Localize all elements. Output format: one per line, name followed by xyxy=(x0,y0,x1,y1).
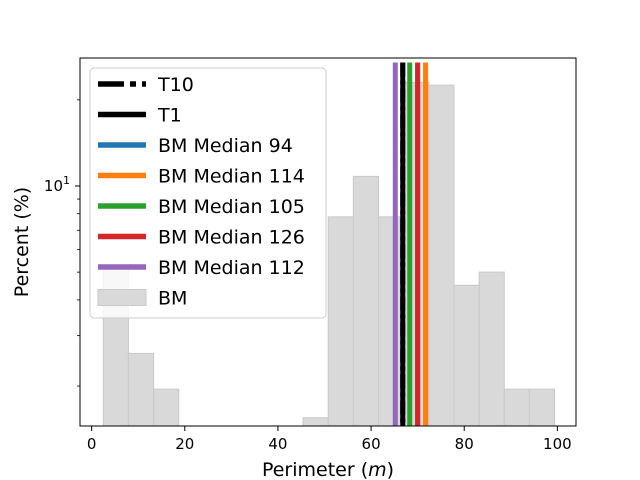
histogram-bar xyxy=(153,388,180,427)
x-axis-label: Perimeter (m) xyxy=(262,459,394,480)
x-tick-label: 80 xyxy=(455,435,474,453)
histogram-bar xyxy=(127,352,155,427)
legend-box xyxy=(89,67,327,319)
legend-label: BM Median 126 xyxy=(158,227,305,249)
x-axis: 0 20 40 60 80 100 xyxy=(87,426,572,453)
histogram-bar xyxy=(428,84,455,427)
histogram-bar xyxy=(378,216,405,427)
histogram-bar xyxy=(503,388,530,427)
legend-label: T1 xyxy=(157,105,182,127)
legend-label: BM Median 114 xyxy=(158,166,305,188)
y-axis: 101 xyxy=(44,99,80,387)
legend-label: BM Median 112 xyxy=(158,257,305,279)
x-tick-label: 20 xyxy=(175,435,194,453)
histogram-bar xyxy=(352,175,380,427)
histogram-bar xyxy=(478,271,505,427)
x-tick-label: 60 xyxy=(362,435,381,453)
median-lines xyxy=(392,62,429,426)
plot-frame xyxy=(79,57,577,427)
legend-label: BM xyxy=(158,288,187,310)
legend-label: BM Median 94 xyxy=(158,135,293,157)
histogram-bar xyxy=(528,388,556,427)
y-tick-label: 101 xyxy=(44,174,70,195)
legend-label: T10 xyxy=(157,74,194,96)
x-tick-label: 0 xyxy=(87,435,97,453)
histogram-bar xyxy=(453,284,480,427)
histogram-bar xyxy=(327,216,354,427)
x-tick-label: 40 xyxy=(268,435,287,453)
x-tick-label: 100 xyxy=(543,435,572,453)
legend-handle xyxy=(97,289,147,306)
legend: T10 T1 BM Median 94 BM Median 114 BM Median … xyxy=(89,67,327,319)
histogram-bar xyxy=(302,417,329,427)
legend-label: BM Median 105 xyxy=(158,196,305,218)
y-axis-label: Percent (%) xyxy=(11,187,33,297)
